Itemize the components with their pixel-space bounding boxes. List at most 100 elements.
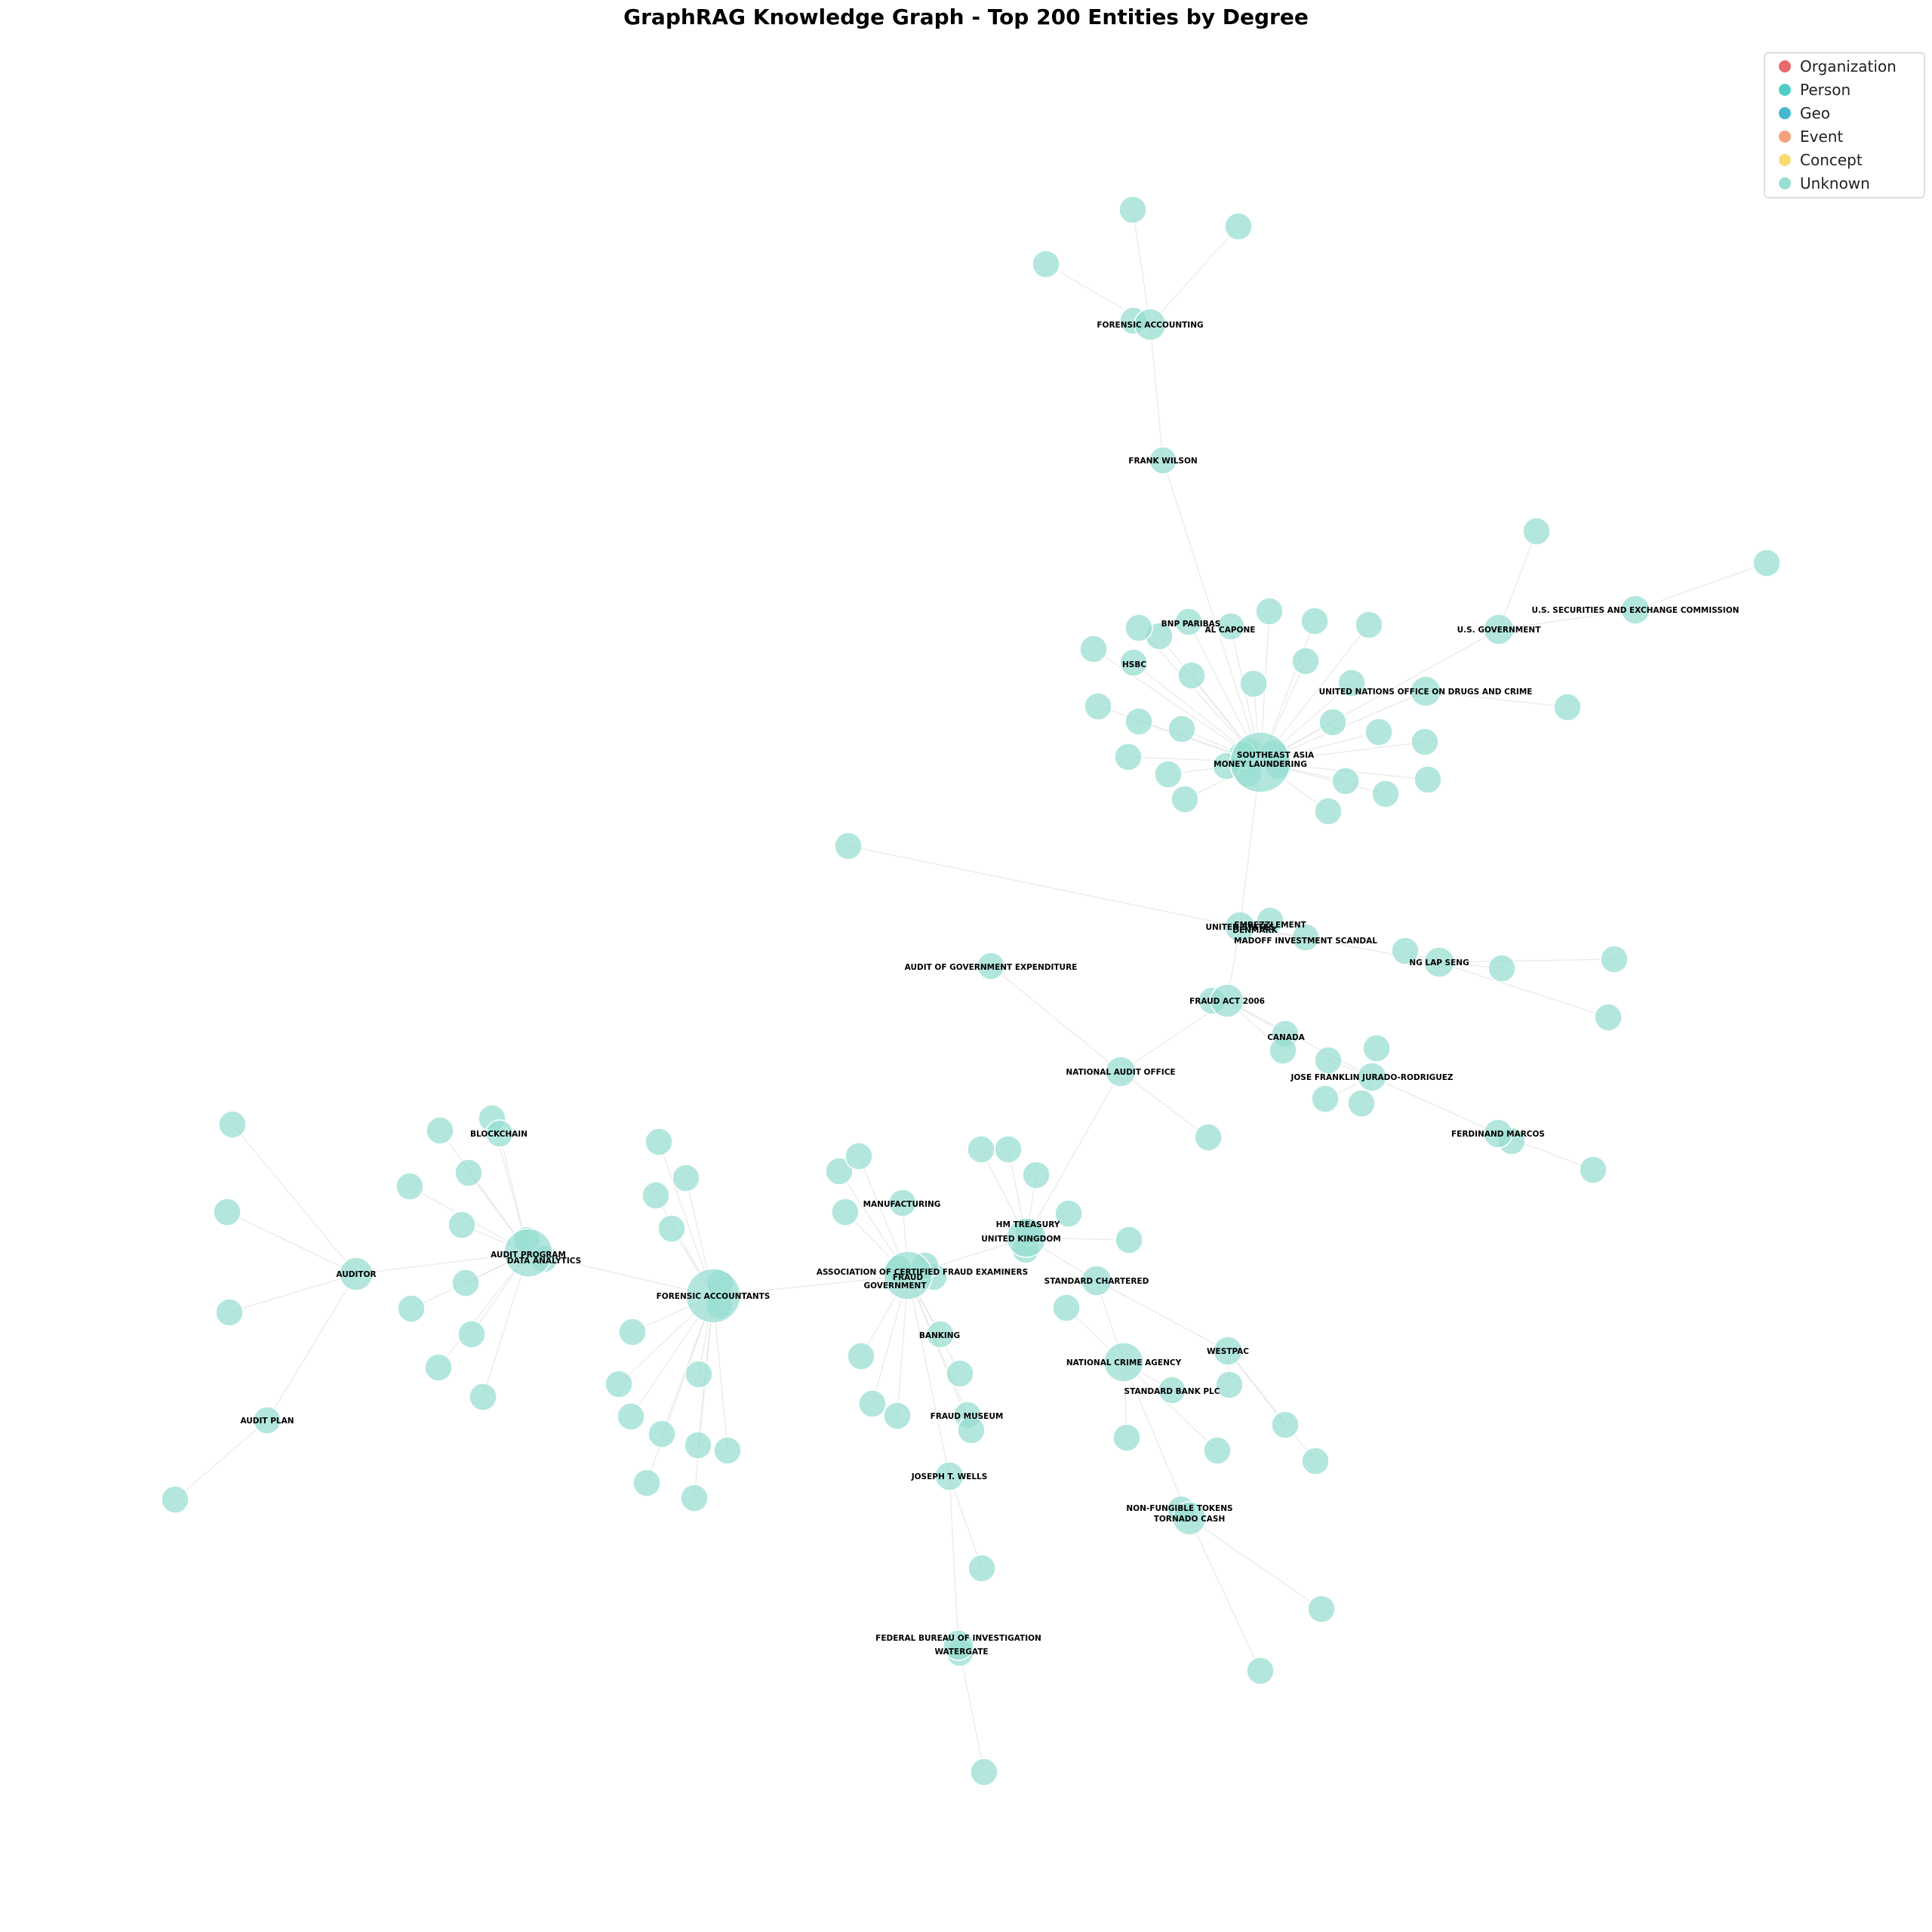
- entity-node: [451, 1269, 480, 1297]
- entity-node: [395, 1172, 424, 1201]
- entity-node: [1423, 946, 1455, 978]
- entity-node: [1483, 1118, 1513, 1149]
- entity-node: [1314, 1046, 1343, 1075]
- edge: [949, 1475, 983, 1569]
- entity-node: [934, 1461, 964, 1491]
- edge: [1425, 691, 1568, 708]
- node-label-money-laundering: MONEY LAUNDERING: [1214, 760, 1307, 769]
- node-label-hsbc: HSBC: [1122, 660, 1146, 669]
- entity-node: [1752, 549, 1781, 577]
- entity-node: [1203, 1436, 1232, 1465]
- entity-node: [1271, 1411, 1300, 1439]
- legend-marker-organization: [1779, 60, 1791, 72]
- entity-node: [1022, 1161, 1051, 1189]
- entity-node: [645, 1128, 673, 1156]
- entity-node: [1115, 1226, 1143, 1254]
- entity-node: [684, 1431, 712, 1460]
- node-label-manufacturing: MANUFACTURING: [863, 1200, 941, 1209]
- node-label-uk: UNITED KINGDOM: [981, 1235, 1060, 1244]
- node-label-bnp-paribas: BNP PARIBAS: [1161, 620, 1221, 629]
- entity-node: [943, 1629, 974, 1661]
- entity-node: [1347, 1089, 1376, 1118]
- node-label-fbi: FEDERAL BUREAU OF INVESTIGATION: [875, 1634, 1041, 1643]
- node-label-forensic-accounting: FORENSIC ACCOUNTING: [1097, 321, 1203, 330]
- legend-label-concept: Concept: [1800, 151, 1863, 169]
- entity-node: [858, 1389, 887, 1418]
- entity-node: [1579, 1155, 1607, 1184]
- node-label-united-states: UNITED STATES: [1205, 923, 1274, 932]
- entity-node: [1118, 195, 1147, 224]
- entity-node: [1103, 1342, 1144, 1383]
- entity-node: [847, 1342, 875, 1371]
- entity-node: [1269, 1036, 1297, 1065]
- legend-label-event: Event: [1800, 128, 1843, 146]
- entity-node: [1522, 517, 1551, 546]
- entity-node: [1620, 595, 1651, 625]
- entity-node: [926, 1320, 955, 1349]
- entity-node: [1134, 308, 1167, 341]
- entity-node: [1362, 1034, 1391, 1063]
- edge: [1123, 1361, 1218, 1451]
- node-label-denmark: DENMARK: [1232, 926, 1278, 935]
- edge: [229, 1273, 357, 1313]
- node-label-nao: NATIONAL AUDIT OFFICE: [1066, 1068, 1175, 1077]
- entity-node: [448, 1211, 476, 1239]
- legend-marker-geo: [1779, 107, 1791, 119]
- edge: [1026, 1071, 1121, 1238]
- entity-node: [161, 1485, 189, 1514]
- entity-node: [680, 1484, 709, 1512]
- node-label-audit-plan: AUDIT PLAN: [240, 1417, 294, 1426]
- entity-node: [685, 1268, 741, 1324]
- entity-node: [1314, 797, 1343, 826]
- entity-node: [844, 1142, 873, 1171]
- entity-node: [968, 1554, 996, 1583]
- legend-marker-unknown: [1779, 177, 1791, 189]
- entity-node: [1256, 906, 1284, 935]
- node-label-blockchain: BLOCKCHAIN: [470, 1130, 528, 1139]
- entity-node: [834, 832, 863, 860]
- entity-node: [397, 1294, 426, 1323]
- edge: [848, 845, 1241, 928]
- edge-layer: [174, 209, 1767, 1773]
- legend-label-organization: Organization: [1800, 57, 1897, 75]
- node-label-fraud: FRAUD: [893, 1273, 924, 1282]
- entity-node: [213, 1198, 242, 1226]
- legend: Organization Person Geo Event Concept Unknown: [1764, 52, 1925, 198]
- node-label-nft: NON-FUNGIBLE TOKENS: [1126, 1504, 1232, 1513]
- entity-node: [1224, 911, 1256, 943]
- node-label-acfe: ASSOCIATION OF CERTIFIED FRAUD EXAMINERS: [817, 1268, 1028, 1277]
- entity-node: [957, 1416, 986, 1444]
- entity-node: [1174, 608, 1203, 636]
- edge: [1123, 1361, 1190, 1519]
- entity-node: [1079, 635, 1108, 663]
- entity-node: [967, 1135, 995, 1164]
- edge: [1438, 961, 1609, 1018]
- entity-node: [1307, 1595, 1336, 1623]
- edge: [232, 1124, 357, 1275]
- edge: [907, 1275, 950, 1477]
- node-label-jurado: JOSE FRANKLIN JURADO-RODRIGUEZ: [1290, 1073, 1453, 1082]
- entity-node: [1255, 597, 1284, 626]
- entity-node: [1124, 707, 1153, 736]
- entity-node: [831, 1198, 860, 1226]
- entity-node: [713, 1436, 742, 1465]
- node-label-audit-gov-exp: AUDIT OF GOVERNMENT EXPENDITURE: [905, 963, 1078, 972]
- node-label-standard-chartered: STANDARD CHARTERED: [1044, 1277, 1149, 1286]
- edge: [990, 965, 1121, 1072]
- entity-node: [672, 1164, 700, 1192]
- edge: [1189, 1518, 1261, 1672]
- node-label-tornado-cash: TORNADO CASH: [1154, 1515, 1226, 1524]
- entity-node: [888, 1189, 917, 1217]
- entity-node: [1210, 983, 1244, 1018]
- entity-node: [648, 1420, 676, 1448]
- entity-node: [426, 1116, 454, 1145]
- entity-node: [1594, 1003, 1623, 1032]
- node-label-ng-lap-seng: NG LAP SENG: [1409, 958, 1469, 968]
- edge: [1227, 1350, 1316, 1462]
- entity-node: [1291, 923, 1320, 952]
- entity-node: [218, 1110, 247, 1139]
- entity-node: [469, 1383, 497, 1411]
- entity-node: [994, 1135, 1023, 1164]
- entity-node: [685, 1360, 713, 1389]
- edge: [1162, 460, 1261, 763]
